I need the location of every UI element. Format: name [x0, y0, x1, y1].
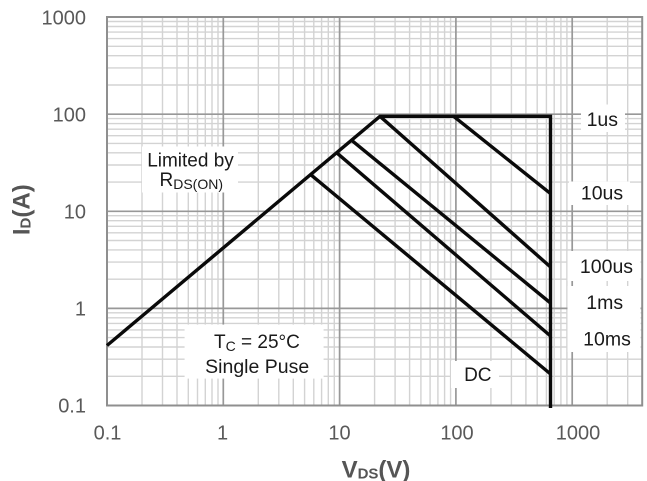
svg-text:1: 1 [75, 299, 86, 321]
svg-text:TC = 25°C: TC = 25°C [214, 332, 300, 354]
svg-text:0.1: 0.1 [94, 423, 122, 445]
svg-text:10: 10 [328, 423, 350, 445]
svg-text:100: 100 [440, 423, 473, 445]
svg-text:10: 10 [64, 202, 86, 224]
svg-text:Single Puse: Single Puse [205, 356, 309, 378]
svg-text:10ms: 10ms [583, 329, 631, 351]
svg-text:1ms: 1ms [586, 292, 623, 314]
svg-text:1000: 1000 [42, 7, 87, 29]
svg-text:100: 100 [53, 104, 86, 126]
svg-text:Limited by: Limited by [147, 151, 234, 172]
svg-text:ID(A): ID(A) [9, 184, 36, 235]
svg-text:0.1: 0.1 [58, 396, 86, 418]
svg-text:1us: 1us [587, 109, 619, 131]
svg-text:RDS(ON): RDS(ON) [160, 170, 224, 192]
svg-text:1: 1 [217, 423, 228, 445]
svg-text:DC: DC [464, 365, 491, 386]
svg-text:10us: 10us [581, 183, 624, 205]
svg-text:1000: 1000 [556, 423, 601, 445]
svg-text:100us: 100us [580, 256, 633, 278]
